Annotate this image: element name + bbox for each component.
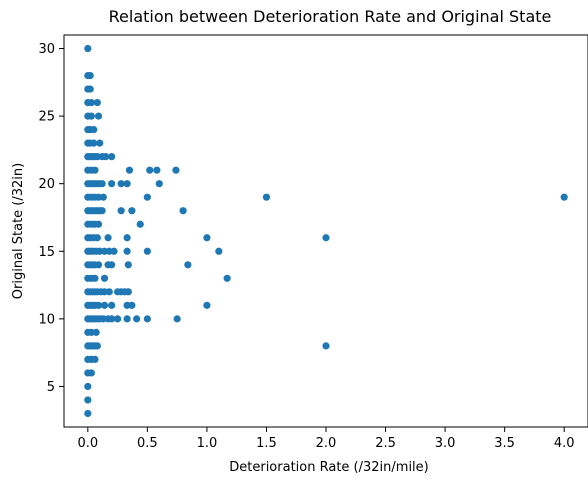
data-point xyxy=(136,220,144,228)
y-axis-label: Original State (/32in) xyxy=(11,163,26,299)
data-point xyxy=(203,301,211,309)
data-point xyxy=(90,139,98,147)
y-tick-label: 15 xyxy=(38,245,55,260)
data-point xyxy=(100,301,109,309)
data-point xyxy=(215,247,223,255)
data-point xyxy=(99,193,107,201)
data-point xyxy=(172,166,180,174)
data-point xyxy=(84,396,92,404)
x-tick-label: 0.5 xyxy=(137,436,158,451)
data-point xyxy=(93,234,101,242)
data-point xyxy=(108,153,116,161)
data-point xyxy=(87,98,95,107)
data-point xyxy=(93,342,101,350)
data-point xyxy=(143,247,151,255)
x-tick-label: 4.0 xyxy=(554,436,575,451)
data-points xyxy=(84,44,568,418)
x-tick-label: 3.5 xyxy=(494,436,515,451)
y-tick-label: 5 xyxy=(47,380,55,395)
data-point xyxy=(108,180,116,188)
data-point xyxy=(223,274,231,282)
data-point xyxy=(117,207,125,215)
data-point xyxy=(91,274,99,282)
data-point xyxy=(123,234,131,242)
data-point xyxy=(179,207,187,215)
data-point xyxy=(322,342,330,350)
x-axis-ticks: 0.0 0.5 1.0 1.5 2.0 2.5 3.0 3.5 4.0 xyxy=(77,427,575,451)
x-tick-label: 2.5 xyxy=(375,436,396,451)
data-point xyxy=(87,369,95,377)
data-point xyxy=(117,180,125,188)
data-point xyxy=(94,261,103,269)
data-point xyxy=(84,409,92,418)
data-point xyxy=(102,153,110,161)
data-point xyxy=(262,193,271,201)
data-point xyxy=(123,247,131,255)
y-axis-ticks: 5 10 15 20 25 30 xyxy=(38,42,64,395)
data-point xyxy=(91,166,99,174)
x-tick-label: 2.0 xyxy=(316,436,337,451)
data-point xyxy=(113,315,122,323)
data-point xyxy=(125,166,134,174)
data-point xyxy=(90,126,98,134)
data-point xyxy=(87,112,95,120)
data-point xyxy=(143,193,151,201)
y-tick-label: 25 xyxy=(38,110,55,125)
data-point xyxy=(123,315,131,323)
data-point xyxy=(155,180,163,188)
data-point xyxy=(86,85,94,93)
data-point xyxy=(110,247,118,255)
x-axis-label: Deterioration Rate (/32in/mile) xyxy=(229,460,428,475)
data-point xyxy=(146,166,154,174)
data-point xyxy=(98,180,106,188)
data-point xyxy=(105,288,113,296)
y-tick-label: 10 xyxy=(38,312,55,327)
y-tick-label: 30 xyxy=(38,42,55,57)
data-point xyxy=(108,261,116,269)
y-tick-label: 20 xyxy=(38,177,55,192)
data-point xyxy=(322,234,330,242)
data-point xyxy=(84,44,92,53)
data-point xyxy=(133,315,141,323)
data-point xyxy=(560,193,568,201)
data-point xyxy=(124,288,132,296)
data-point xyxy=(104,234,112,242)
data-point xyxy=(96,139,104,147)
data-point xyxy=(98,207,106,215)
chart-title: Relation between Deterioration Rate and … xyxy=(109,7,552,26)
data-point xyxy=(86,71,94,80)
data-point xyxy=(123,180,131,188)
x-tick-label: 1.5 xyxy=(256,436,277,451)
data-point xyxy=(94,220,103,228)
x-tick-label: 3.0 xyxy=(435,436,456,451)
data-point xyxy=(128,207,136,215)
data-point xyxy=(91,355,99,364)
x-tick-label: 1.0 xyxy=(197,436,218,451)
data-point xyxy=(93,98,101,107)
data-point xyxy=(153,166,161,174)
data-point xyxy=(94,301,103,309)
data-point xyxy=(84,382,92,391)
data-point xyxy=(108,301,116,309)
data-point xyxy=(203,234,211,242)
data-point xyxy=(143,315,151,323)
data-point xyxy=(184,261,192,269)
data-point xyxy=(124,261,132,269)
data-point xyxy=(92,328,100,336)
data-point xyxy=(128,301,136,309)
data-point xyxy=(100,274,109,282)
x-tick-label: 0.0 xyxy=(77,436,98,451)
data-point xyxy=(108,315,116,323)
data-point xyxy=(94,112,103,120)
data-point xyxy=(173,315,181,323)
